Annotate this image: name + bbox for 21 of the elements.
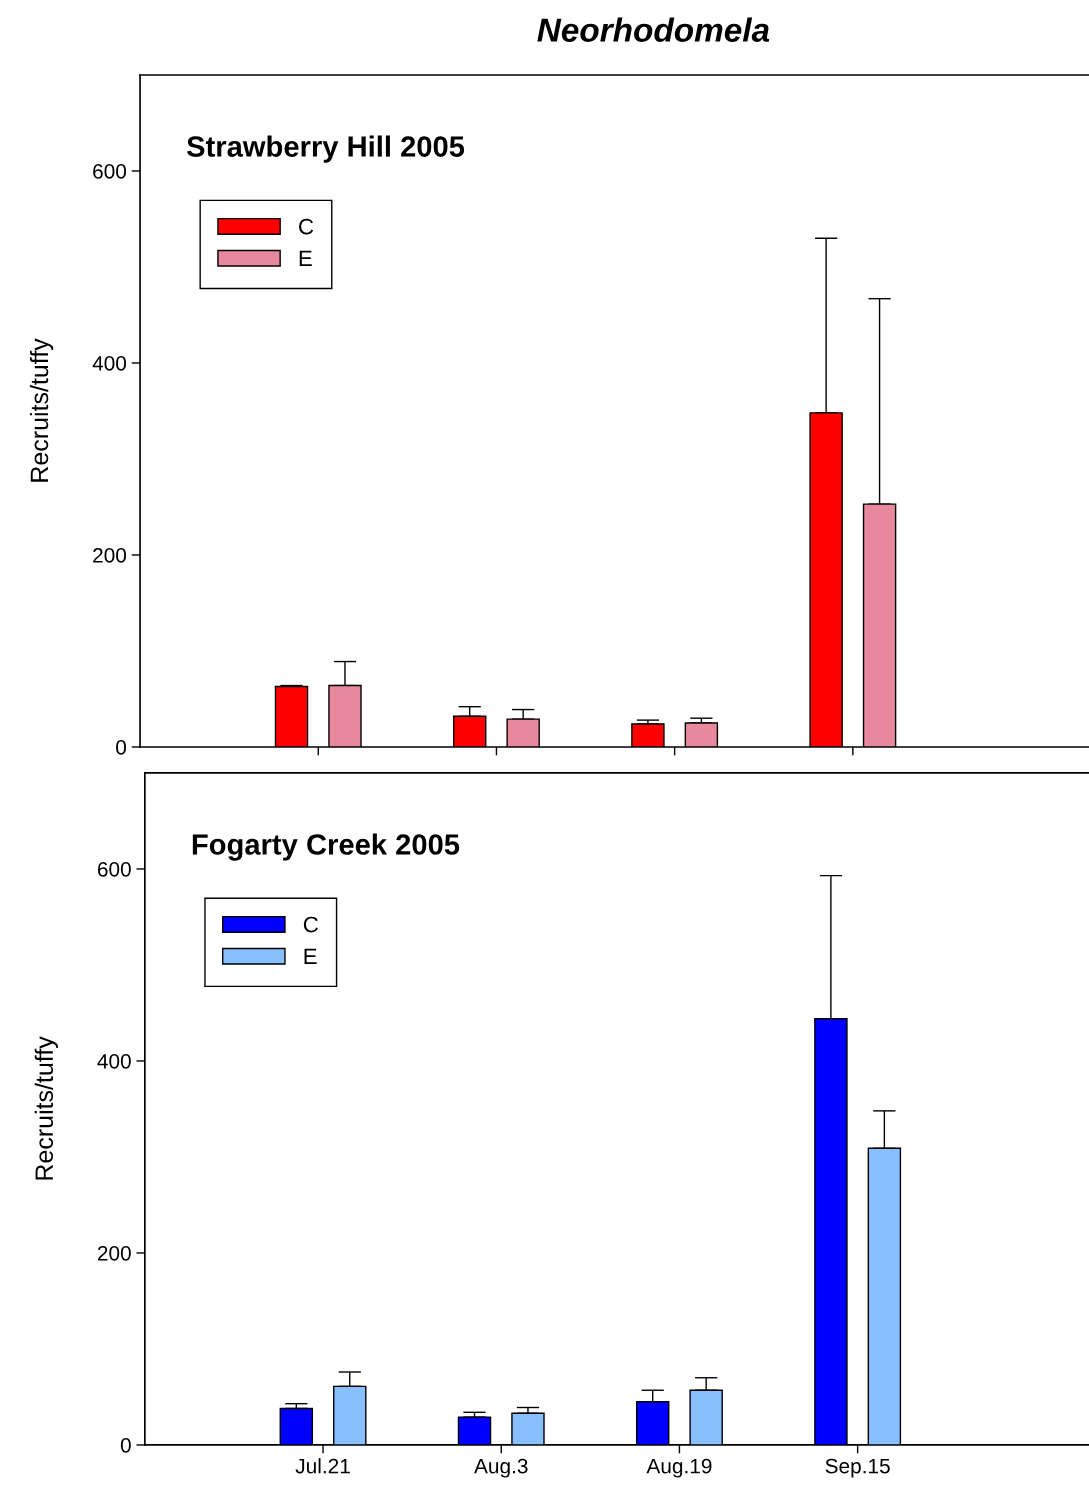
y-tick-label: 200 (93, 548, 127, 563)
text: Fogarty Creek 2005 (192, 833, 460, 861)
y-tick-label: 400 (97, 1053, 131, 1069)
x-tick-label: Aug.19 (646, 1458, 712, 1478)
chart-title: Neorhodomela (537, 17, 770, 42)
x-tick-label: Jul.21 (295, 1458, 350, 1474)
y-axis-title: Recruits/tuffy (34, 1036, 58, 1180)
legend-label: E (304, 948, 317, 965)
legend-label: E (299, 250, 312, 267)
y-tick-label: 200 (97, 1245, 131, 1261)
y-tick-label: 600 (93, 164, 127, 179)
y-axis-title: Recruits/tuffy (29, 338, 54, 482)
legend-label: C (303, 916, 318, 933)
legend-label: C (299, 218, 314, 235)
y-tick-label: 0 (116, 740, 127, 755)
x-tick-label: Aug.3 (474, 1458, 528, 1478)
y-tick-label: 400 (92, 356, 127, 371)
y-tick-label: 600 (97, 861, 131, 877)
text: Strawberry Hill 2005 (186, 135, 465, 163)
x-tick-label: Sep.15 (825, 1458, 890, 1478)
y-tick-label: 0 (120, 1437, 131, 1453)
